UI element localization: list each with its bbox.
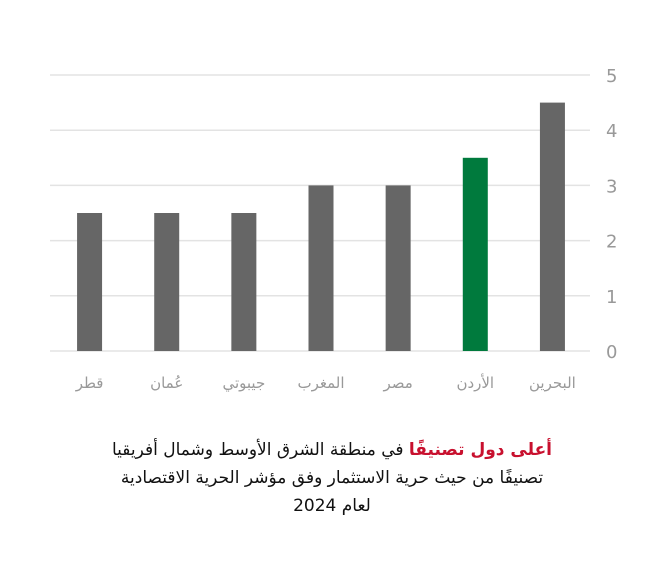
x-tick-label: جيبوتي xyxy=(222,374,265,393)
y-tick-label: 3 xyxy=(606,176,617,197)
caption-line-1: أعلى دول تصنيفًا في منطقة الشرق الأوسط و… xyxy=(40,436,624,464)
x-tick-label: البحرين xyxy=(529,374,576,392)
bar xyxy=(385,185,411,351)
bar xyxy=(154,213,180,351)
x-axis-labels: قطر عُمان جيبوتي المغرب مصر الأردن البحرين xyxy=(75,373,576,393)
x-tick-label: عُمان xyxy=(150,374,183,392)
y-tick-label: 5 xyxy=(606,66,617,87)
y-tick-label: 4 xyxy=(606,121,617,142)
caption-highlight: أعلى دول تصنيفًا xyxy=(408,440,553,460)
x-tick-label: قطر xyxy=(75,374,104,392)
bar-chart: 0 1 2 3 4 5 قطر عُمان جيبوتي المغرب مصر الأردن البح… xyxy=(50,66,617,393)
x-tick-label: الأردن xyxy=(456,373,494,392)
y-tick-label: 1 xyxy=(606,287,617,308)
y-tick-label: 2 xyxy=(606,232,617,253)
bar xyxy=(462,157,488,351)
caption-line-3: لعام 2024 xyxy=(293,496,371,516)
caption-line-1-rest: في منطقة الشرق الأوسط وشمال أفريقيا xyxy=(111,440,409,460)
bar xyxy=(77,213,103,351)
bar xyxy=(539,102,565,351)
x-tick-label: مصر xyxy=(382,374,412,392)
chart-caption: أعلى دول تصنيفًا في منطقة الشرق الأوسط و… xyxy=(40,436,624,520)
bar xyxy=(308,185,334,351)
x-tick-label: المغرب xyxy=(297,374,344,392)
bar xyxy=(231,213,257,351)
y-axis-ticks: 0 1 2 3 4 5 xyxy=(606,66,617,363)
y-tick-label: 0 xyxy=(606,342,617,363)
caption-line-2: تصنيفًا من حيث حرية الاستثمار وفق مؤشر ا… xyxy=(120,468,544,488)
bars xyxy=(77,102,565,351)
